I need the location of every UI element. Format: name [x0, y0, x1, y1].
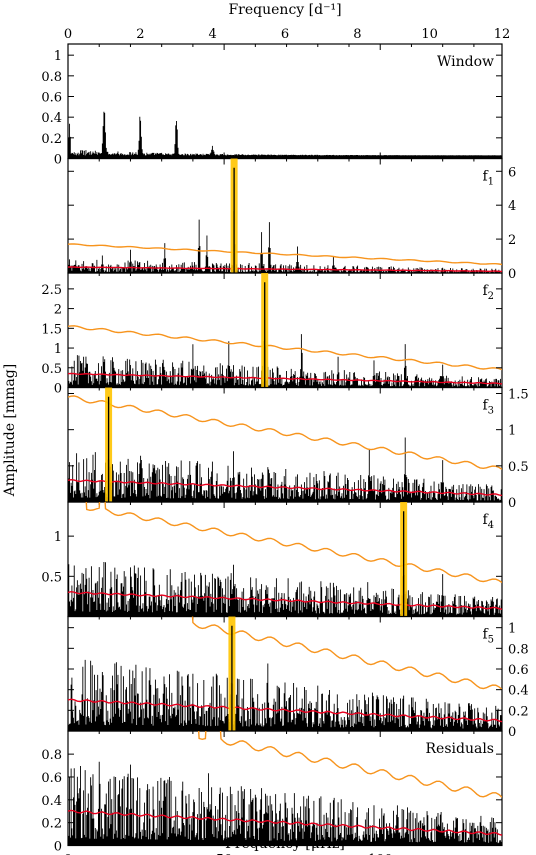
y-tick-label: 1.5 — [508, 388, 529, 403]
spectrum-f1 — [67, 183, 503, 273]
top-tick-label: 10 — [421, 27, 438, 42]
y-tick-label: 2 — [508, 233, 516, 248]
top-tick-label: 0 — [64, 27, 72, 42]
panel-title-Window: Window — [437, 54, 494, 70]
top-tick-label: 4 — [209, 27, 217, 42]
panel-title-subscript: 3 — [488, 406, 494, 417]
left-axis-label: Amplitude [mmag] — [2, 364, 18, 497]
y-tick-label: 1 — [508, 424, 516, 439]
threshold-line-f1 — [68, 243, 502, 266]
bottom-tick-label: 0 — [64, 853, 72, 855]
top-tick-label: 2 — [136, 27, 144, 42]
panel-title-f4: f4 — [482, 512, 494, 531]
threshold-line-f4 — [85, 502, 502, 584]
noise-line-f1 — [67, 266, 503, 273]
y-tick-label: 2 — [54, 303, 62, 318]
y-tick-label: 0 — [54, 840, 62, 855]
y-tick-label: 0 — [508, 496, 516, 511]
threshold-line-f2 — [68, 325, 502, 371]
y-tick-label: 1 — [508, 622, 516, 637]
y-tick-label: 0 — [54, 153, 62, 168]
panel-title-f1: f1 — [482, 169, 494, 188]
spectrum-Window — [67, 111, 503, 159]
panel-title-subscript: 5 — [488, 635, 494, 646]
threshold-line-f5 — [191, 616, 502, 690]
y-tick-label: 0.8 — [41, 748, 62, 763]
spectrum-f4 — [67, 516, 503, 617]
y-tick-label: 0.4 — [41, 111, 62, 126]
noise-line-f3 — [67, 478, 503, 497]
y-tick-label: 6 — [508, 165, 516, 180]
y-tick-label: 2.5 — [41, 283, 62, 298]
y-tick-label: 0.6 — [508, 663, 529, 678]
y-tick-label: 1 — [54, 49, 62, 64]
y-tick-label: 0.8 — [41, 70, 62, 85]
bottom-tick-label: 50 — [216, 853, 233, 855]
y-tick-label: 0 — [54, 382, 62, 397]
panel-title-subscript: 4 — [488, 520, 494, 531]
threshold-line-Residuals — [197, 731, 502, 798]
y-tick-label: 0.2 — [41, 817, 62, 832]
spectrum-f3 — [67, 411, 503, 502]
y-tick-label: 4 — [508, 199, 516, 214]
y-tick-label: 1.5 — [41, 322, 62, 337]
noise-line-f4 — [67, 590, 503, 610]
y-tick-label: 1 — [54, 530, 62, 545]
panel-title-f5: f5 — [482, 627, 494, 646]
top-tick-label: 8 — [353, 27, 361, 42]
spectrum-Residuals — [67, 761, 503, 846]
panel-title-Residuals: Residuals — [426, 741, 494, 757]
threshold-line-f3 — [68, 395, 502, 470]
spectrum-f2 — [67, 292, 503, 388]
top-axis-label: Frequency [d⁻¹] — [228, 2, 341, 18]
noise-line-f2 — [67, 372, 503, 385]
y-tick-label: 0.5 — [41, 570, 62, 585]
noise-line-f5 — [67, 698, 503, 723]
panel-title-f2: f2 — [482, 283, 494, 302]
y-tick-label: 0.2 — [41, 132, 62, 147]
bottom-tick-label: 100 — [368, 853, 393, 855]
y-tick-label: 0 — [508, 725, 516, 740]
y-tick-label: 0.6 — [41, 91, 62, 106]
y-tick-label: 0.2 — [508, 704, 529, 719]
panel-title-subscript: 2 — [488, 291, 494, 302]
noise-line-Residuals — [67, 809, 503, 836]
y-tick-label: 0.4 — [508, 684, 529, 699]
y-tick-label: 1 — [54, 342, 62, 357]
panel-title-subscript: 1 — [488, 177, 494, 188]
panel-title-f3: f3 — [482, 398, 494, 417]
y-tick-label: 0.5 — [508, 460, 529, 475]
y-tick-label: 0 — [508, 267, 516, 282]
top-tick-label: 6 — [281, 27, 289, 42]
top-tick-label: 12 — [494, 27, 511, 42]
y-tick-label: 0.5 — [41, 362, 62, 377]
y-tick-label: 0.8 — [508, 642, 529, 657]
y-tick-label: 0.6 — [41, 771, 62, 786]
panel-frame-f1 — [67, 157, 503, 274]
y-tick-label: 0.4 — [41, 794, 62, 809]
